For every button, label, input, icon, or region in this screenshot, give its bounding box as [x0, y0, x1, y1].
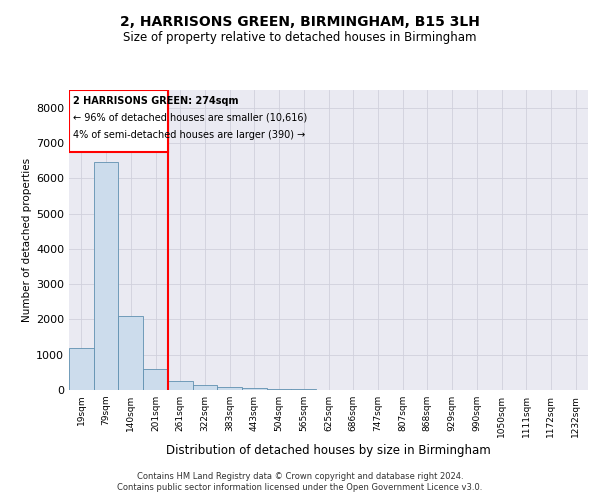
Text: Contains public sector information licensed under the Open Government Licence v3: Contains public sector information licen… — [118, 484, 482, 492]
Bar — [69, 348, 94, 390]
Text: ← 96% of detached houses are smaller (10,616): ← 96% of detached houses are smaller (10… — [73, 112, 307, 122]
Bar — [217, 387, 242, 390]
Text: 2 HARRISONS GREEN: 274sqm: 2 HARRISONS GREEN: 274sqm — [73, 96, 238, 106]
Text: Size of property relative to detached houses in Birmingham: Size of property relative to detached ho… — [123, 31, 477, 44]
Text: 4% of semi-detached houses are larger (390) →: 4% of semi-detached houses are larger (3… — [73, 130, 305, 140]
Text: Contains HM Land Registry data © Crown copyright and database right 2024.: Contains HM Land Registry data © Crown c… — [137, 472, 463, 481]
Text: 2, HARRISONS GREEN, BIRMINGHAM, B15 3LH: 2, HARRISONS GREEN, BIRMINGHAM, B15 3LH — [120, 16, 480, 30]
Bar — [94, 162, 118, 390]
Bar — [143, 369, 168, 390]
Bar — [242, 388, 267, 390]
Bar — [267, 389, 292, 390]
X-axis label: Distribution of detached houses by size in Birmingham: Distribution of detached houses by size … — [166, 444, 491, 457]
Bar — [69, 90, 168, 152]
Bar — [193, 386, 217, 390]
Y-axis label: Number of detached properties: Number of detached properties — [22, 158, 32, 322]
Bar — [118, 316, 143, 390]
Bar — [168, 381, 193, 390]
